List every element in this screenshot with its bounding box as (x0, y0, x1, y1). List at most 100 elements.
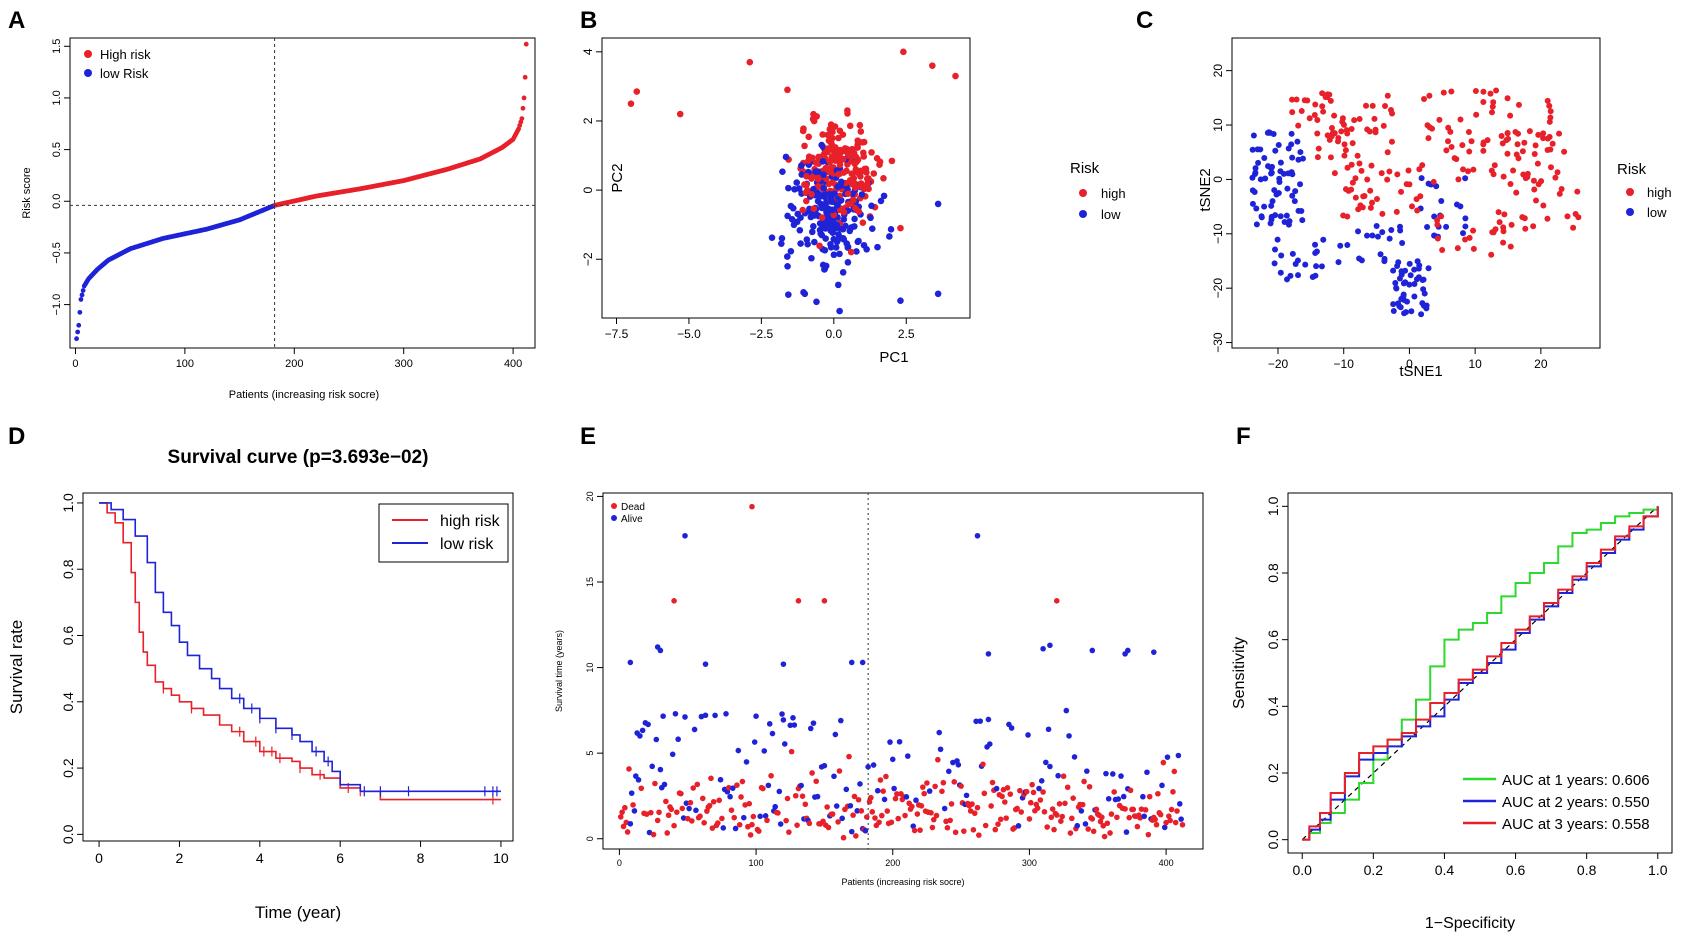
plot-frame (1231, 37, 1601, 349)
tsne-point (1399, 240, 1406, 247)
patient-point (80, 288, 86, 293)
pca-point (821, 246, 829, 254)
patient-status-point (851, 793, 858, 800)
tsne-point (1547, 114, 1554, 121)
patient-status-point (1161, 824, 1168, 831)
patient-status-point (1145, 831, 1152, 838)
patient-status-point (739, 778, 746, 785)
patient-status-point (749, 821, 755, 828)
x-tick-label: 200 (285, 358, 303, 370)
legend-year1-label: AUC at 1 years: 0.606 (1502, 772, 1650, 789)
patient-status-point (981, 790, 988, 797)
patient-status-point (671, 598, 677, 604)
tsne-point (1284, 185, 1291, 192)
patient-status-point (786, 829, 792, 835)
pca-point (810, 117, 818, 125)
y-tick-label: 0 (585, 836, 595, 841)
tsne-point (1276, 179, 1283, 186)
tsne-point (1574, 188, 1581, 195)
tsne-point (1421, 290, 1428, 297)
patient-status-point (937, 746, 944, 753)
patient-status-point (910, 823, 917, 829)
pca-point (839, 269, 847, 276)
x-tick-label: 10 (1468, 357, 1482, 371)
patient-status-point (702, 712, 709, 719)
patient-status-point (988, 803, 994, 809)
x-tick-label: 0.4 (1435, 862, 1455, 878)
survival-status-panel: 0 100 200 300 400 0 5 10 15 20 Dead Alive Patient… (554, 491, 1204, 887)
tsne-point (1451, 155, 1458, 162)
patient-status-point (948, 801, 955, 807)
patient-status-point (1051, 826, 1057, 833)
pca-point (818, 141, 826, 149)
tsne-point (1393, 208, 1400, 215)
patient-status-point (1115, 796, 1122, 802)
tsne-point (1488, 251, 1495, 258)
patient-status-point (710, 798, 717, 805)
tsne-point (1354, 152, 1361, 159)
tsne-point (1549, 140, 1556, 147)
patient-status-point (1082, 821, 1089, 827)
patient-status-point (963, 792, 970, 799)
patient-status-point (1018, 809, 1025, 815)
patient-status-point (777, 821, 784, 827)
patient-status-point (1059, 813, 1066, 820)
patient-status-point (838, 717, 844, 724)
pca-point (816, 220, 824, 227)
patient-status-point (620, 823, 627, 830)
patient-status-point (1097, 818, 1104, 825)
patient-status-point (928, 810, 934, 816)
tsne-point (1504, 95, 1511, 102)
tsne-point (1249, 187, 1256, 194)
patient-status-point (628, 790, 635, 796)
tsne-point (1372, 129, 1379, 136)
patient-status-point (1040, 645, 1046, 652)
y-tick-label: 0.4 (1265, 696, 1281, 716)
pca-point (799, 206, 807, 214)
pca-point (822, 225, 829, 232)
patient-status-point (756, 828, 762, 834)
patient-status-point (1090, 828, 1097, 835)
patient-status-point (1130, 806, 1137, 813)
pca-point (825, 180, 833, 188)
pca-point (797, 240, 804, 247)
tsne-point (1434, 235, 1441, 242)
tsne-point (1419, 162, 1426, 169)
patient-status-point (806, 820, 813, 827)
tsne-point (1434, 221, 1441, 228)
pca-point (854, 144, 861, 151)
legend-high-label: High risk (100, 47, 151, 62)
tsne-point (1377, 251, 1384, 258)
tsne-point (1473, 111, 1480, 118)
patient-status-point (952, 829, 959, 836)
tsne-point (1540, 130, 1547, 137)
pca-point (897, 224, 904, 232)
tsne-point (1369, 199, 1376, 206)
patient-status-point (794, 822, 800, 828)
tsne-point (1339, 115, 1346, 122)
pca-point (778, 235, 786, 242)
patient-status-point (892, 795, 899, 802)
patient-status-point (715, 820, 721, 826)
tsne-point (1535, 131, 1542, 138)
tsne-point (1425, 135, 1432, 142)
y-tick-label: 0.0 (60, 824, 76, 844)
pca-point (934, 200, 942, 208)
patient-status-point (1175, 752, 1182, 759)
y-axis-label: Survival time (years) (554, 630, 564, 712)
pca-panel: −7.5 −5.0 −2.5 0.0 2.5 −2 0 2 4 PC1 PC2 Risk hig… (581, 37, 1126, 366)
patient-status-point (832, 731, 839, 738)
tsne-point (1434, 217, 1441, 224)
patient-status-point (1167, 817, 1173, 824)
pca-point (831, 123, 839, 130)
patient-status-point (661, 781, 668, 788)
tsne-point (1501, 211, 1508, 218)
patient-status-point (999, 793, 1005, 800)
patient-status-point (672, 710, 679, 717)
pca-point (868, 202, 875, 210)
pca-point (785, 184, 792, 192)
tsne-point (1424, 122, 1431, 129)
pca-point (843, 167, 850, 175)
x-tick-label: 0.0 (825, 327, 842, 341)
tsne-point (1297, 181, 1304, 188)
